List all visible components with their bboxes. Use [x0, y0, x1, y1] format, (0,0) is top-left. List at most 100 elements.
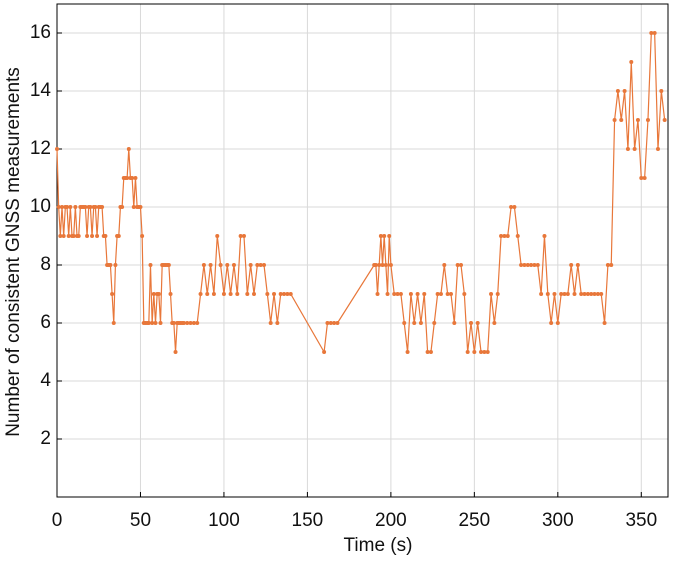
data-point — [251, 292, 256, 296]
data-point — [288, 292, 293, 296]
data-point — [632, 147, 637, 151]
data-point — [398, 292, 403, 296]
data-point — [392, 292, 397, 296]
data-point — [85, 234, 90, 238]
data-point — [485, 350, 490, 354]
data-point — [505, 234, 510, 238]
x-tick-label: 100 — [208, 510, 240, 531]
data-point — [65, 205, 70, 209]
data-point — [605, 263, 610, 267]
data-point — [111, 321, 116, 325]
data-line — [56, 32, 666, 354]
data-point — [425, 350, 430, 354]
x-tick-label: 50 — [130, 510, 151, 531]
data-point — [542, 234, 547, 238]
data-point — [612, 118, 617, 122]
data-point — [529, 263, 534, 267]
data-point — [452, 321, 457, 325]
data-point — [652, 31, 657, 35]
data-point — [255, 263, 260, 267]
data-point — [95, 234, 100, 238]
data-point — [130, 176, 135, 180]
y-tick-label: 16 — [30, 22, 51, 43]
data-point — [509, 205, 514, 209]
data-point — [71, 234, 76, 238]
data-point — [56, 205, 61, 209]
data-point — [322, 350, 327, 354]
data-point — [482, 350, 487, 354]
data-point — [402, 321, 407, 325]
data-point — [448, 292, 453, 296]
data-point — [602, 321, 607, 325]
data-point — [116, 234, 121, 238]
data-point — [211, 292, 216, 296]
data-point — [387, 234, 392, 238]
data-point — [171, 321, 176, 325]
data-point — [76, 234, 81, 238]
data-point — [138, 205, 143, 209]
data-point — [156, 292, 161, 296]
data-point — [58, 234, 63, 238]
data-point — [592, 292, 597, 296]
data-point — [126, 147, 131, 151]
data-point — [562, 292, 567, 296]
data-point — [502, 234, 507, 238]
data-point — [133, 176, 138, 180]
data-point — [265, 292, 270, 296]
data-point — [285, 292, 290, 296]
data-point — [225, 263, 230, 267]
data-point — [458, 263, 463, 267]
data-point — [150, 321, 155, 325]
data-point — [552, 292, 557, 296]
data-point — [166, 263, 171, 267]
data-point — [382, 234, 387, 238]
y-tick-label: 2 — [40, 428, 51, 449]
data-point — [432, 321, 437, 325]
data-point — [532, 263, 537, 267]
data-point — [589, 292, 594, 296]
y-tick-label: 12 — [30, 138, 51, 159]
data-point — [435, 292, 440, 296]
data-point — [110, 292, 115, 296]
data-point — [245, 292, 250, 296]
data-point — [455, 263, 460, 267]
data-point — [181, 321, 186, 325]
data-point — [492, 321, 497, 325]
x-tick-label: 200 — [375, 510, 407, 531]
data-point — [525, 263, 530, 267]
data-point — [201, 263, 206, 267]
data-point — [61, 234, 66, 238]
data-point — [373, 263, 378, 267]
data-point — [438, 292, 443, 296]
data-point — [195, 321, 200, 325]
data-point — [639, 176, 644, 180]
data-point — [83, 205, 88, 209]
x-tick-label: 250 — [458, 510, 490, 531]
data-point — [100, 205, 105, 209]
data-point — [278, 292, 283, 296]
data-point — [515, 234, 520, 238]
data-point — [272, 292, 277, 296]
data-point — [555, 321, 560, 325]
x-axis-label: Time (s) — [344, 535, 413, 556]
data-point — [228, 292, 233, 296]
data-point — [140, 234, 145, 238]
data-point — [113, 263, 118, 267]
data-point — [659, 89, 664, 93]
data-point — [565, 292, 570, 296]
data-point — [585, 292, 590, 296]
data-point — [579, 292, 584, 296]
data-point — [545, 292, 550, 296]
data-point — [231, 263, 236, 267]
data-point — [469, 321, 474, 325]
data-point — [248, 263, 253, 267]
data-point — [472, 350, 477, 354]
data-point — [395, 292, 400, 296]
data-point — [158, 321, 163, 325]
data-point — [235, 292, 240, 296]
data-point — [442, 263, 447, 267]
data-point — [415, 292, 420, 296]
data-point — [218, 263, 223, 267]
y-tick-label: 14 — [30, 80, 52, 101]
